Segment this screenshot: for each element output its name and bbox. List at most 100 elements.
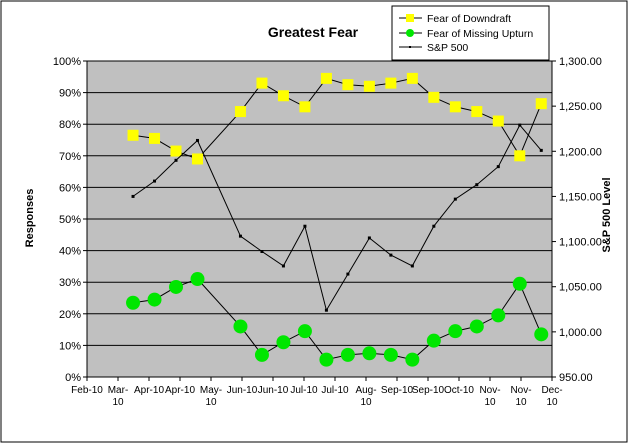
data-point-sp500 bbox=[389, 253, 393, 257]
y2-tick-label: 1,150.00 bbox=[559, 191, 602, 203]
data-point-downdraft bbox=[170, 145, 182, 157]
data-point-missing-upturn bbox=[469, 319, 484, 334]
data-point-sp500 bbox=[303, 224, 307, 228]
data-point-downdraft bbox=[342, 79, 354, 91]
x-tick-label: Jun-10 bbox=[258, 385, 289, 396]
y2-tick-label: 950.00 bbox=[559, 372, 593, 384]
x-tick-label: Oct-10 bbox=[444, 385, 474, 396]
legend-label-missing-upturn: Fear of Missing Upturn bbox=[427, 28, 533, 40]
data-point-downdraft bbox=[471, 106, 483, 118]
x-tick-label: Apr-10 bbox=[134, 385, 164, 396]
data-point-downdraft bbox=[492, 115, 504, 127]
y-tick-label: 20% bbox=[59, 309, 81, 321]
x-tick-label: Aug-10 bbox=[355, 385, 376, 408]
y2-tick-label: 1,200.00 bbox=[559, 146, 602, 158]
y-tick-label: 50% bbox=[59, 214, 81, 226]
legend-marker-missing-upturn bbox=[406, 29, 414, 37]
data-point-missing-upturn bbox=[254, 347, 269, 362]
y-tick-label: 60% bbox=[59, 182, 81, 194]
legend-marker-sp500 bbox=[409, 46, 411, 48]
data-point-missing-upturn bbox=[340, 347, 355, 362]
x-tick-label: Apr-10 bbox=[165, 385, 195, 396]
data-point-missing-upturn bbox=[297, 324, 312, 339]
data-point-sp500 bbox=[453, 197, 457, 201]
y2-axis-title: S&P 500 Level bbox=[601, 177, 613, 252]
data-point-sp500 bbox=[539, 148, 543, 152]
y-tick-label: 80% bbox=[59, 119, 81, 131]
data-point-missing-upturn bbox=[276, 335, 291, 350]
y-tick-label: 30% bbox=[59, 277, 81, 289]
data-point-sp500 bbox=[153, 179, 157, 183]
y-tick-label: 100% bbox=[53, 56, 81, 68]
data-point-downdraft bbox=[191, 153, 203, 165]
data-point-sp500 bbox=[324, 308, 328, 312]
data-point-sp500 bbox=[518, 123, 522, 127]
data-point-sp500 bbox=[238, 234, 242, 238]
data-point-downdraft bbox=[535, 98, 547, 110]
legend-label-downdraft: Fear of Downdraft bbox=[427, 13, 511, 25]
data-point-sp500 bbox=[410, 264, 414, 268]
x-tick-label: Mar-10 bbox=[108, 385, 129, 408]
data-point-downdraft bbox=[428, 91, 440, 103]
data-point-missing-upturn bbox=[512, 276, 527, 291]
data-point-sp500 bbox=[281, 264, 285, 268]
x-tick-label: Jul-10 bbox=[290, 385, 318, 396]
data-point-sp500 bbox=[260, 250, 264, 254]
x-tick-label: Sep-10 bbox=[381, 385, 414, 396]
data-point-sp500 bbox=[475, 183, 479, 187]
data-point-missing-upturn bbox=[383, 347, 398, 362]
data-point-missing-upturn bbox=[233, 319, 248, 334]
legend: Fear of Downdraft Fear of Missing Upturn… bbox=[391, 5, 550, 61]
data-point-sp500 bbox=[496, 165, 500, 169]
data-point-sp500 bbox=[432, 224, 436, 228]
y-tick-label: 40% bbox=[59, 246, 81, 258]
data-point-sp500 bbox=[174, 158, 178, 162]
data-point-missing-upturn bbox=[147, 292, 162, 307]
y-tick-label: 10% bbox=[59, 340, 81, 352]
chart-title: Greatest Fear bbox=[268, 24, 359, 40]
data-point-sp500 bbox=[346, 272, 350, 276]
y2-tick-label: 1,000.00 bbox=[559, 327, 602, 339]
data-point-downdraft bbox=[277, 90, 289, 102]
x-tick-label: Dec-10 bbox=[541, 385, 562, 408]
data-point-downdraft bbox=[406, 72, 418, 84]
y-tick-label: 70% bbox=[59, 151, 81, 163]
legend-label-sp500: S&P 500 bbox=[427, 42, 468, 54]
y2-tick-label: 1,300.00 bbox=[559, 56, 602, 68]
data-point-missing-upturn bbox=[405, 352, 420, 367]
y2-tick-label: 1,250.00 bbox=[559, 101, 602, 113]
data-point-missing-upturn bbox=[426, 333, 441, 348]
data-point-downdraft bbox=[256, 77, 268, 89]
data-point-sp500 bbox=[195, 138, 199, 142]
x-tick-label: Nov-10 bbox=[510, 385, 531, 408]
x-tick-label: Nov-10 bbox=[479, 385, 500, 408]
x-tick-label: Sep-10 bbox=[412, 385, 445, 396]
data-point-missing-upturn bbox=[491, 308, 506, 323]
data-point-downdraft bbox=[385, 77, 397, 89]
legend-marker-downdraft bbox=[406, 14, 414, 22]
data-point-downdraft bbox=[320, 72, 332, 84]
data-point-sp500 bbox=[131, 194, 135, 198]
y-tick-label: 90% bbox=[59, 88, 81, 100]
data-point-downdraft bbox=[127, 129, 139, 141]
x-tick-label: Jun-10 bbox=[227, 385, 258, 396]
y-tick-label: 0% bbox=[65, 372, 81, 384]
data-point-missing-upturn bbox=[448, 324, 463, 339]
data-point-missing-upturn bbox=[319, 352, 334, 367]
data-point-downdraft bbox=[449, 101, 461, 113]
data-point-missing-upturn bbox=[169, 279, 184, 294]
data-point-sp500 bbox=[367, 236, 371, 240]
data-point-missing-upturn bbox=[190, 272, 205, 287]
x-tick-label: May-10 bbox=[200, 385, 222, 408]
data-point-missing-upturn bbox=[362, 346, 377, 361]
y-axis-title: Responses bbox=[24, 189, 36, 248]
data-point-downdraft bbox=[299, 101, 311, 113]
data-point-downdraft bbox=[514, 150, 526, 162]
data-point-downdraft bbox=[149, 132, 161, 144]
data-point-missing-upturn bbox=[126, 295, 141, 310]
data-point-downdraft bbox=[234, 106, 246, 118]
data-point-downdraft bbox=[363, 80, 375, 92]
x-tick-label: Feb-10 bbox=[71, 385, 103, 396]
